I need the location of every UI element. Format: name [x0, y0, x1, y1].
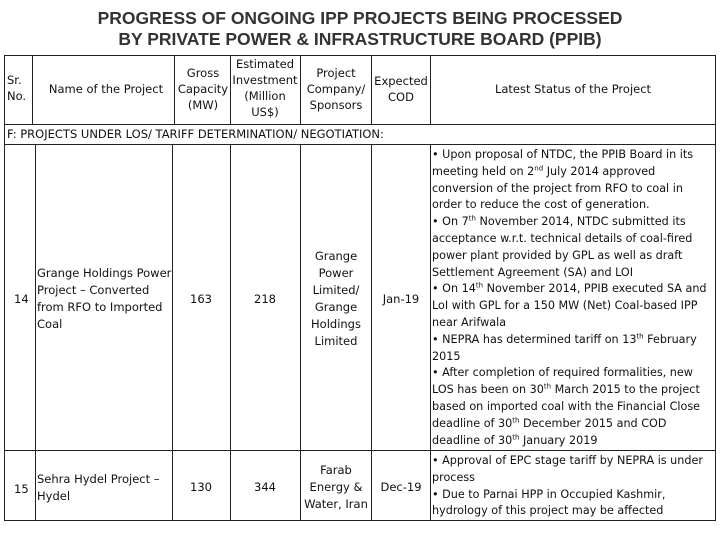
status-item: • NEPRA has determined tariff on 13th Fe…: [432, 332, 697, 363]
table-rule-top: [4, 55, 716, 56]
row-15-sponsors: Farab Energy & Water, Iran: [304, 463, 368, 511]
header-estimated-investment: Estimated Investment (Million US$): [232, 57, 298, 119]
row-14-sr: 14: [14, 292, 29, 306]
row-15-sr: 15: [14, 482, 29, 496]
status-item: • Upon proposal of NTDC, the PPIB Board …: [432, 148, 694, 212]
status-item: • On 14th November 2014, PPIB executed S…: [432, 281, 707, 329]
row-14-cod: Jan-19: [382, 292, 420, 306]
row-14-capacity: 163: [190, 292, 212, 306]
table-rule-section: [4, 144, 716, 145]
row-15-capacity: 130: [190, 480, 212, 494]
table-rule-left: [4, 55, 5, 521]
col-rule: [430, 144, 431, 521]
table-rule-row: [4, 450, 716, 451]
title-line-1: PROGRESS OF ONGOING IPP PROJECTS BEING P…: [97, 8, 623, 28]
title-line-2: BY PRIVATE POWER & INFRASTRUCTURE BOARD …: [118, 29, 602, 49]
table-rule-bottom: [4, 520, 716, 521]
status-item: • After completion of required formaliti…: [432, 366, 701, 447]
header-sr-no: Sr. No.: [7, 73, 27, 103]
col-rule: [174, 55, 175, 125]
col-rule: [230, 144, 231, 521]
col-rule: [371, 144, 372, 521]
row-15-investment: 344: [254, 480, 276, 494]
row-14-sponsors: Grange Power Limited/ Grange Holdings Li…: [311, 249, 361, 348]
col-rule: [172, 144, 173, 521]
header-project-company: Project Company/ Sponsors: [306, 66, 366, 112]
projects-table: Sr. No. Name of the Project Gross Capaci…: [4, 55, 716, 521]
row-15-status: • Approval of EPC stage tariff by NEPRA …: [432, 453, 714, 520]
status-item: • Due to Parnai HPP in Occupied Kashmir,…: [432, 487, 666, 518]
col-rule: [430, 55, 431, 125]
col-rule: [230, 55, 231, 125]
header-gross-capacity: Gross Capacity (MW): [177, 66, 229, 112]
row-15-name: Sehra Hydel Project – Hydel: [37, 472, 160, 503]
row-14-name: Grange Holdings Power Project – Converte…: [37, 266, 172, 331]
col-rule: [371, 55, 372, 125]
row-14-investment: 218: [254, 292, 276, 306]
row-15-cod: Dec-19: [380, 480, 422, 494]
section-label: F: PROJECTS UNDER LOS/ TARIFF DETERMINAT…: [7, 127, 384, 141]
status-item: • On 7th November 2014, NTDC submitted i…: [432, 214, 693, 279]
header-project-name: Name of the Project: [48, 82, 164, 96]
status-item: • Approval of EPC stage tariff by NEPRA …: [432, 454, 703, 484]
slide-title: PROGRESS OF ONGOING IPP PROJECTS BEING P…: [0, 8, 720, 50]
row-14-status: • Upon proposal of NTDC, the PPIB Board …: [432, 147, 714, 449]
table-rule-right: [715, 55, 716, 521]
col-rule: [300, 55, 301, 125]
header-expected-cod: Expected COD: [374, 74, 428, 104]
col-rule: [32, 55, 33, 125]
col-rule: [35, 144, 36, 521]
col-rule: [300, 144, 301, 521]
header-latest-status: Latest Status of the Project: [494, 82, 652, 96]
table-rule-header: [4, 124, 716, 125]
